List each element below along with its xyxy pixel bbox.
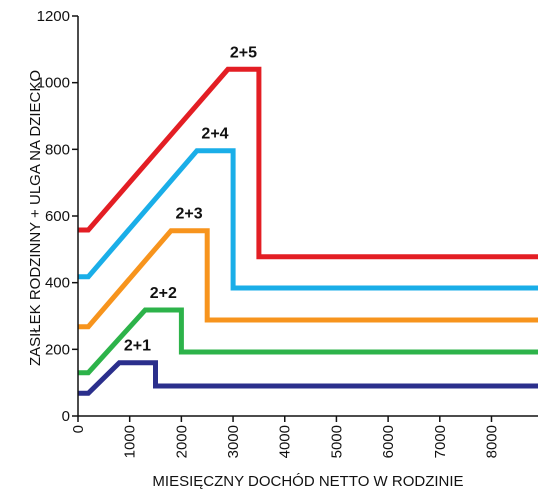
series-line-3 (78, 228, 538, 330)
series-line-1 (78, 360, 538, 396)
series-label-2: 2+2 (150, 285, 177, 302)
y-tick-label: 600 (45, 208, 70, 225)
y-axis-title: ZASIŁEK RODZINNY + ULGA NA DZIECKO (27, 70, 44, 366)
x-tick-label: 6000 (380, 425, 397, 458)
x-tick-label: 3000 (225, 425, 242, 458)
axes-layer: 0 200 400 600 800 1000 1200 0 1000 2000 3000 4000 50… (37, 8, 538, 458)
y-tick-label: 800 (45, 141, 70, 158)
series-label-4: 2+4 (201, 126, 228, 143)
x-tick-label: 7000 (432, 425, 449, 458)
x-tick-label: 4000 (277, 425, 294, 458)
labels-layer: 2+1 2+2 2+3 2+4 2+5 (124, 44, 257, 354)
y-tick-label: 400 (45, 275, 70, 292)
series-line-4 (78, 148, 538, 291)
x-tick-label: 1000 (122, 425, 139, 458)
series-label-1: 2+1 (124, 338, 151, 355)
y-tick-label: 200 (45, 341, 70, 358)
series-label-5: 2+5 (230, 44, 257, 61)
series-line-5 (78, 66, 538, 260)
x-tick-label: 8000 (484, 425, 501, 458)
y-tick-label: 1000 (37, 75, 70, 92)
series-line-2 (78, 307, 538, 376)
x-tick-label: 0 (70, 425, 87, 433)
y-tick-label: 0 (62, 408, 70, 425)
x-axis-title: MIESIĘCZNY DOCHÓD NETTO W RODZINIE (152, 473, 463, 490)
x-tick-label: 2000 (173, 425, 190, 458)
series-label-3: 2+3 (176, 206, 203, 223)
x-tick-label: 5000 (328, 425, 345, 458)
y-tick-label: 1200 (37, 8, 70, 25)
series-layer (78, 66, 538, 396)
